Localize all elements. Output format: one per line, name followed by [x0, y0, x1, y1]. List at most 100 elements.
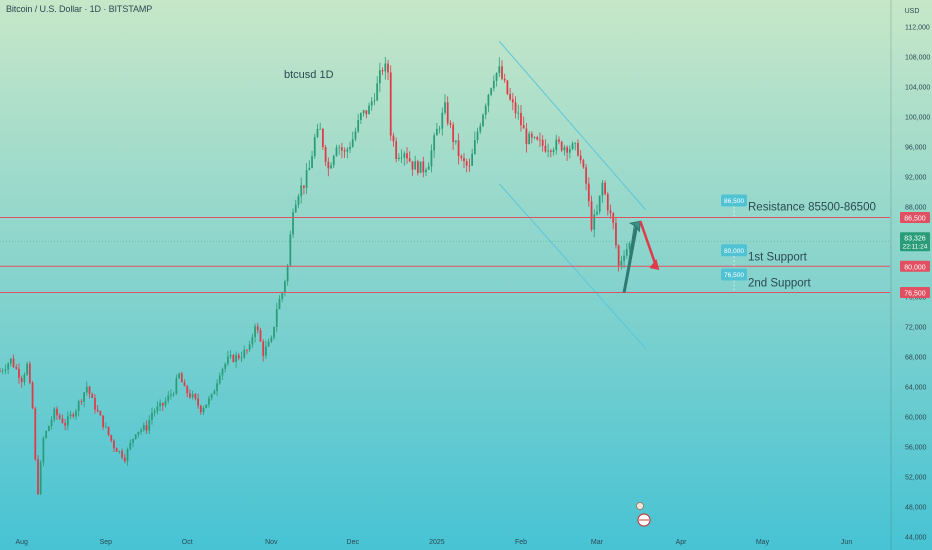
candle-body [435, 129, 438, 136]
projection-down-arrow[interactable] [649, 259, 660, 270]
candle-body [430, 150, 433, 167]
currency-label: USD [905, 8, 920, 15]
candle-body [237, 355, 240, 359]
candle-body [623, 255, 625, 262]
candle-body [270, 337, 273, 342]
candle-body [66, 416, 69, 426]
candle-body [28, 363, 31, 383]
candle-body [376, 83, 379, 101]
candle-body [248, 344, 251, 350]
level-label: 1st Support [748, 251, 808, 263]
level-price-badge[interactable] [900, 212, 930, 223]
candle-body [549, 150, 552, 152]
candle-body [297, 196, 300, 205]
candle-body [227, 356, 229, 364]
candle-body [411, 161, 414, 170]
candle-body [454, 140, 457, 143]
candle-body [490, 88, 493, 95]
candle-body [617, 245, 620, 266]
candle-body [327, 161, 330, 169]
projection-arrows[interactable] [622, 220, 660, 293]
candle-body [294, 204, 297, 213]
candle-body [213, 391, 216, 395]
candle-body [373, 100, 376, 102]
x-tick-label: Feb [515, 539, 527, 546]
candle-body [281, 292, 284, 299]
x-tick-label: Jun [841, 539, 852, 546]
candle-body [194, 394, 197, 399]
candle-body [208, 398, 210, 405]
candle-body [246, 349, 248, 351]
candle-body [438, 128, 441, 130]
candle-body [378, 70, 381, 84]
candle-body [50, 419, 53, 427]
candle-body [362, 110, 365, 114]
author-badge-icon [636, 502, 644, 510]
candle-body [444, 102, 446, 113]
projection-down-shaft[interactable] [639, 220, 658, 268]
x-tick-label: Oct [182, 539, 193, 546]
candle-body [397, 157, 400, 159]
candle-body [601, 182, 604, 196]
candle-body [343, 150, 346, 152]
time-axis[interactable]: Aug Sep Oct Nov Dec 2025 Feb Mar Apr May Jun [15, 539, 852, 546]
candle-body [544, 145, 547, 152]
range-badge [721, 268, 747, 281]
candle-body [289, 234, 292, 266]
level-price-badge[interactable] [900, 260, 930, 272]
candle-body [218, 375, 221, 384]
candle-body [566, 147, 568, 153]
candle-body [400, 157, 403, 159]
candle-body [555, 139, 558, 151]
candle-body [235, 355, 237, 362]
candle-body [72, 414, 75, 417]
candle-body [216, 383, 218, 392]
candle-body [121, 450, 123, 458]
candle-body [284, 281, 286, 293]
projection-up-shaft[interactable] [622, 226, 638, 293]
candle-body [598, 195, 601, 212]
candle-body [205, 404, 208, 409]
candle-body [403, 153, 406, 158]
candle-body [0, 371, 1, 373]
candle-body [590, 201, 593, 230]
horizontal-levels[interactable] [0, 216, 890, 294]
candle-body [37, 459, 39, 495]
y-tick-label: 108,000 [905, 54, 930, 61]
candle-body [286, 265, 289, 282]
candle-body [419, 161, 422, 173]
candle-body [254, 326, 256, 338]
level-price-badge-text: 76,500 [904, 291, 926, 298]
annotations: 86,500 Resistance 85500-86500 80,000 1st Su… [284, 69, 876, 527]
candle-body [585, 167, 587, 184]
candle-body [113, 440, 115, 449]
range-badge [721, 194, 747, 207]
candle-body [433, 135, 436, 151]
price-axis[interactable]: 44,000 48,000 52,000 56,000 60,000 64,000 68,0… [890, 0, 930, 550]
candle-body [539, 139, 541, 141]
candle-body [498, 66, 501, 73]
y-tick-label: 64,000 [905, 384, 927, 391]
candle-body [468, 165, 471, 167]
candle-body [126, 449, 129, 462]
current-price-badge[interactable] [900, 232, 930, 252]
channel-upper-line[interactable] [498, 40, 647, 211]
range-badge-text: 80,000 [724, 248, 744, 255]
candle-body [159, 402, 161, 407]
candle-body [571, 143, 574, 150]
candle-body [221, 368, 224, 376]
candle-body [449, 123, 452, 125]
candle-body [593, 214, 596, 230]
y-tick-label: 100,000 [905, 114, 930, 121]
candle-body [20, 378, 23, 383]
candle-body [197, 398, 199, 406]
y-tick-label: 52,000 [905, 474, 927, 481]
candle-body [110, 435, 113, 441]
level-price-badge-text: 80,000 [904, 264, 926, 271]
candle-body [161, 402, 164, 406]
level-price-badge[interactable] [900, 287, 930, 298]
range-badge [721, 244, 747, 257]
x-tick-label: Sep [100, 539, 113, 546]
candle-body [604, 182, 606, 195]
